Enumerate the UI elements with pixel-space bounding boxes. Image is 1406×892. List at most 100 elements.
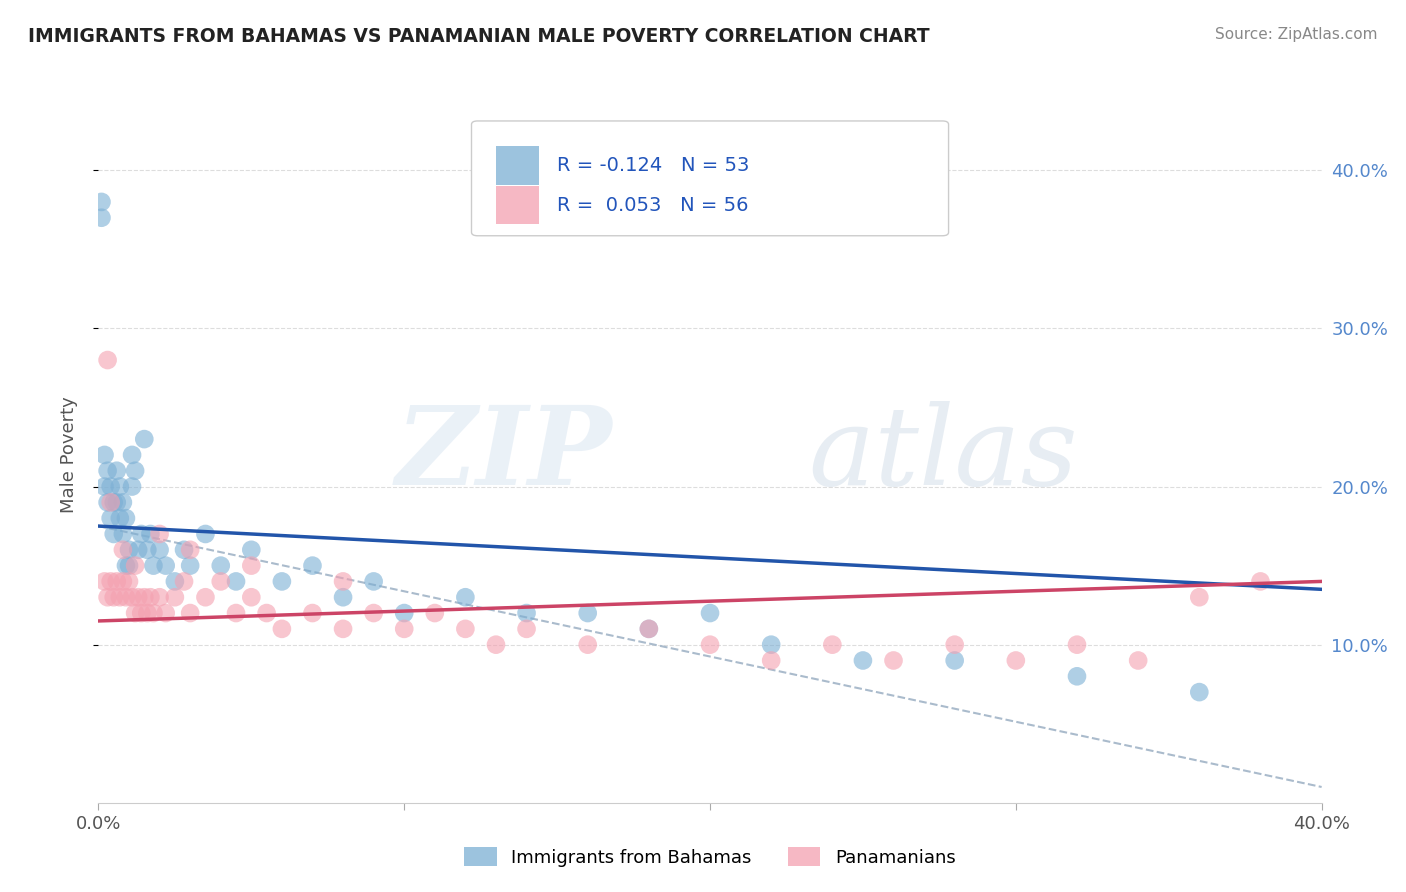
Point [149,591,172,605]
Point [699,638,721,652]
Point [883,653,905,667]
Point [111,574,134,589]
Point [194,591,217,605]
Point [1188,591,1211,605]
Point [108,511,131,525]
Point [301,558,323,573]
Point [1066,669,1088,683]
Point [93,574,115,589]
Text: ZIP: ZIP [395,401,612,508]
Point [103,527,125,541]
Point [118,542,141,557]
Point [134,591,156,605]
Text: R =  0.053   N = 56: R = 0.053 N = 56 [557,196,748,215]
Point [454,591,477,605]
Point [240,558,263,573]
Point [943,638,966,652]
Point [943,653,966,667]
Point [115,558,138,573]
Point [423,606,446,620]
Point [124,464,146,478]
Point [97,353,120,368]
Point [332,591,354,605]
Point [225,574,247,589]
Point [209,574,232,589]
Point [209,558,232,573]
Point [118,574,141,589]
Point [115,591,138,605]
Point [97,591,120,605]
Point [105,574,128,589]
Point [179,542,201,557]
Point [121,591,143,605]
Point [121,448,143,462]
Legend: Immigrants from Bahamas, Panamanians: Immigrants from Bahamas, Panamanians [457,840,963,874]
Point [1128,653,1150,667]
FancyBboxPatch shape [471,121,949,235]
Point [129,527,152,541]
Point [111,542,134,557]
Y-axis label: Male Poverty: Male Poverty [59,397,77,513]
Point [139,591,162,605]
Point [127,591,149,605]
Point [173,574,195,589]
Point [142,558,165,573]
Point [111,495,134,509]
Point [111,527,134,541]
Point [103,495,125,509]
Point [1249,574,1271,589]
Point [392,622,416,636]
Point [108,479,131,493]
Point [173,542,195,557]
Point [155,558,177,573]
Point [118,558,141,573]
Point [179,558,201,573]
Bar [496,146,538,185]
Point [105,464,128,478]
Point [332,622,354,636]
Point [1188,685,1211,699]
Point [363,574,385,589]
Point [136,606,159,620]
Point [97,464,120,478]
Point [139,527,162,541]
Point [121,479,143,493]
Point [90,194,112,209]
Point [100,574,122,589]
Point [90,211,112,225]
Point [93,479,115,493]
Point [699,606,721,620]
Point [1066,638,1088,652]
Point [516,606,538,620]
Point [852,653,875,667]
Point [163,574,186,589]
Point [105,495,128,509]
Point [134,432,156,446]
Point [108,591,131,605]
Point [454,622,477,636]
Point [149,542,172,557]
Point [225,606,247,620]
Point [270,622,292,636]
Point [194,527,217,541]
Point [270,574,292,589]
Point [163,591,186,605]
Point [759,638,782,652]
Point [821,638,844,652]
Point [100,479,122,493]
Text: IMMIGRANTS FROM BAHAMAS VS PANAMANIAN MALE POVERTY CORRELATION CHART: IMMIGRANTS FROM BAHAMAS VS PANAMANIAN MA… [28,27,929,45]
Point [142,606,165,620]
Point [100,495,122,509]
Point [93,448,115,462]
Point [155,606,177,620]
Point [179,606,201,620]
Point [103,591,125,605]
Point [100,511,122,525]
Point [240,542,263,557]
Point [332,574,354,589]
Point [149,527,172,541]
Point [1004,653,1026,667]
Point [363,606,385,620]
Point [127,542,149,557]
Point [576,606,599,620]
